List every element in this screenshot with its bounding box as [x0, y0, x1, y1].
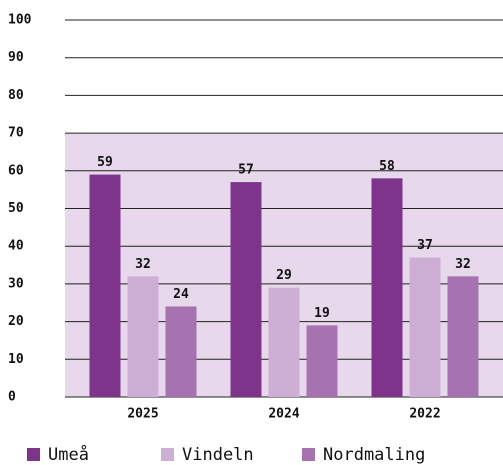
- y-tick-label: 10: [8, 352, 24, 367]
- data-label: 37: [417, 238, 433, 253]
- x-tick-label: 2024: [268, 407, 299, 422]
- y-tick-label: 70: [8, 126, 24, 141]
- y-tick-label: 30: [8, 276, 24, 291]
- bar: [371, 178, 403, 397]
- legend-label: Umeå: [48, 444, 89, 465]
- bar: [127, 276, 159, 397]
- data-label: 29: [276, 268, 292, 283]
- bar: [89, 174, 121, 397]
- legend-label: Nordmaling: [323, 445, 425, 465]
- legend-swatch: [27, 448, 40, 461]
- bar: [230, 182, 262, 397]
- y-tick-label: 100: [8, 13, 32, 28]
- y-tick-label: 20: [8, 314, 24, 329]
- x-tick-label: 2022: [409, 407, 440, 422]
- data-label: 57: [238, 163, 254, 178]
- y-tick-label: 0: [8, 390, 16, 405]
- data-label: 32: [135, 257, 151, 272]
- data-label: 24: [173, 287, 189, 302]
- legend-swatch: [161, 448, 174, 461]
- bar: [447, 276, 479, 397]
- y-tick-label: 40: [8, 239, 24, 254]
- data-label: 58: [379, 159, 395, 174]
- data-label: 59: [97, 155, 113, 170]
- legend-label: Vindeln: [182, 445, 254, 465]
- x-tick-label: 2025: [127, 407, 158, 422]
- data-label: 19: [314, 306, 330, 321]
- y-tick-label: 50: [8, 201, 24, 216]
- y-tick-label: 80: [8, 88, 24, 103]
- bar: [268, 287, 300, 397]
- bar: [306, 325, 338, 397]
- bar: [165, 306, 197, 397]
- y-tick-label: 90: [8, 50, 24, 65]
- bar: [409, 257, 441, 397]
- legend-swatch: [302, 448, 315, 461]
- y-tick-label: 60: [8, 163, 24, 178]
- data-label: 32: [455, 257, 471, 272]
